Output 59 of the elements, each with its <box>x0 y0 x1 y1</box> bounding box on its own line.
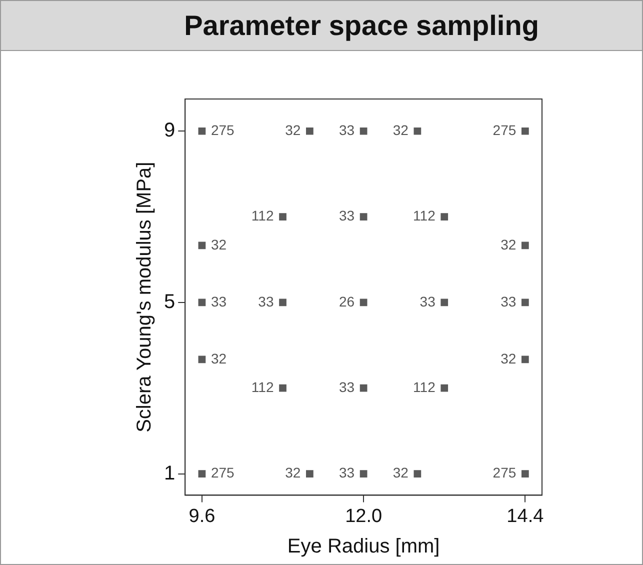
annotation: 32 <box>285 122 301 138</box>
point <box>360 298 368 306</box>
y-tick-label: 1 <box>164 462 176 484</box>
annotation: 33 <box>338 378 355 395</box>
point <box>440 384 448 392</box>
annotation: 112 <box>413 208 436 224</box>
point <box>521 470 529 478</box>
annotation: 33 <box>500 293 516 310</box>
annotation: 33 <box>258 293 274 310</box>
x-tick-label: 9.6 <box>188 506 216 527</box>
annotation: 112 <box>251 208 274 224</box>
annotation: 26 <box>338 293 355 310</box>
point <box>198 127 206 135</box>
point <box>521 356 529 364</box>
point <box>306 127 314 135</box>
point <box>440 298 448 306</box>
y-axis-title: Sclera Young's modulus [MPa] <box>134 162 156 432</box>
y-tick-label: 5 <box>164 290 176 313</box>
annotation: 32 <box>285 464 301 481</box>
point <box>521 127 529 135</box>
point <box>360 127 368 135</box>
x-tick-label: 12.0 <box>345 506 382 527</box>
annotation: 33 <box>338 122 355 138</box>
point <box>414 470 422 478</box>
annotation: 33 <box>210 293 227 310</box>
point <box>279 213 286 220</box>
point <box>360 384 368 392</box>
annotation: 275 <box>492 464 516 481</box>
point <box>198 356 206 364</box>
annotation: 33 <box>420 293 436 310</box>
annotation: 112 <box>413 378 436 395</box>
point <box>440 213 448 220</box>
annotation: 32 <box>210 236 227 252</box>
point <box>306 470 314 478</box>
x-tick-label: 14.4 <box>506 506 544 527</box>
annotation: 33 <box>338 208 355 224</box>
point <box>198 242 206 250</box>
annotation: 275 <box>210 464 235 481</box>
x-axis-title: Eye Radius [mm] <box>287 536 440 558</box>
point <box>414 127 422 135</box>
annotation: 32 <box>500 236 516 252</box>
annotation: 32 <box>500 350 516 366</box>
point <box>198 470 206 478</box>
point <box>360 470 368 478</box>
annotation: 275 <box>210 122 235 138</box>
annotation: 275 <box>492 122 516 138</box>
annotation: 32 <box>392 464 409 481</box>
annotation: 32 <box>210 350 227 366</box>
point <box>279 384 286 392</box>
point <box>279 298 286 306</box>
point <box>521 242 529 250</box>
annotation: 112 <box>251 378 274 395</box>
point <box>198 298 206 306</box>
point <box>360 213 368 220</box>
chart-title: Parameter space sampling <box>184 10 539 42</box>
annotation: 33 <box>338 464 355 481</box>
point <box>521 298 529 306</box>
y-tick-label: 9 <box>164 120 176 142</box>
annotation: 32 <box>392 122 409 138</box>
